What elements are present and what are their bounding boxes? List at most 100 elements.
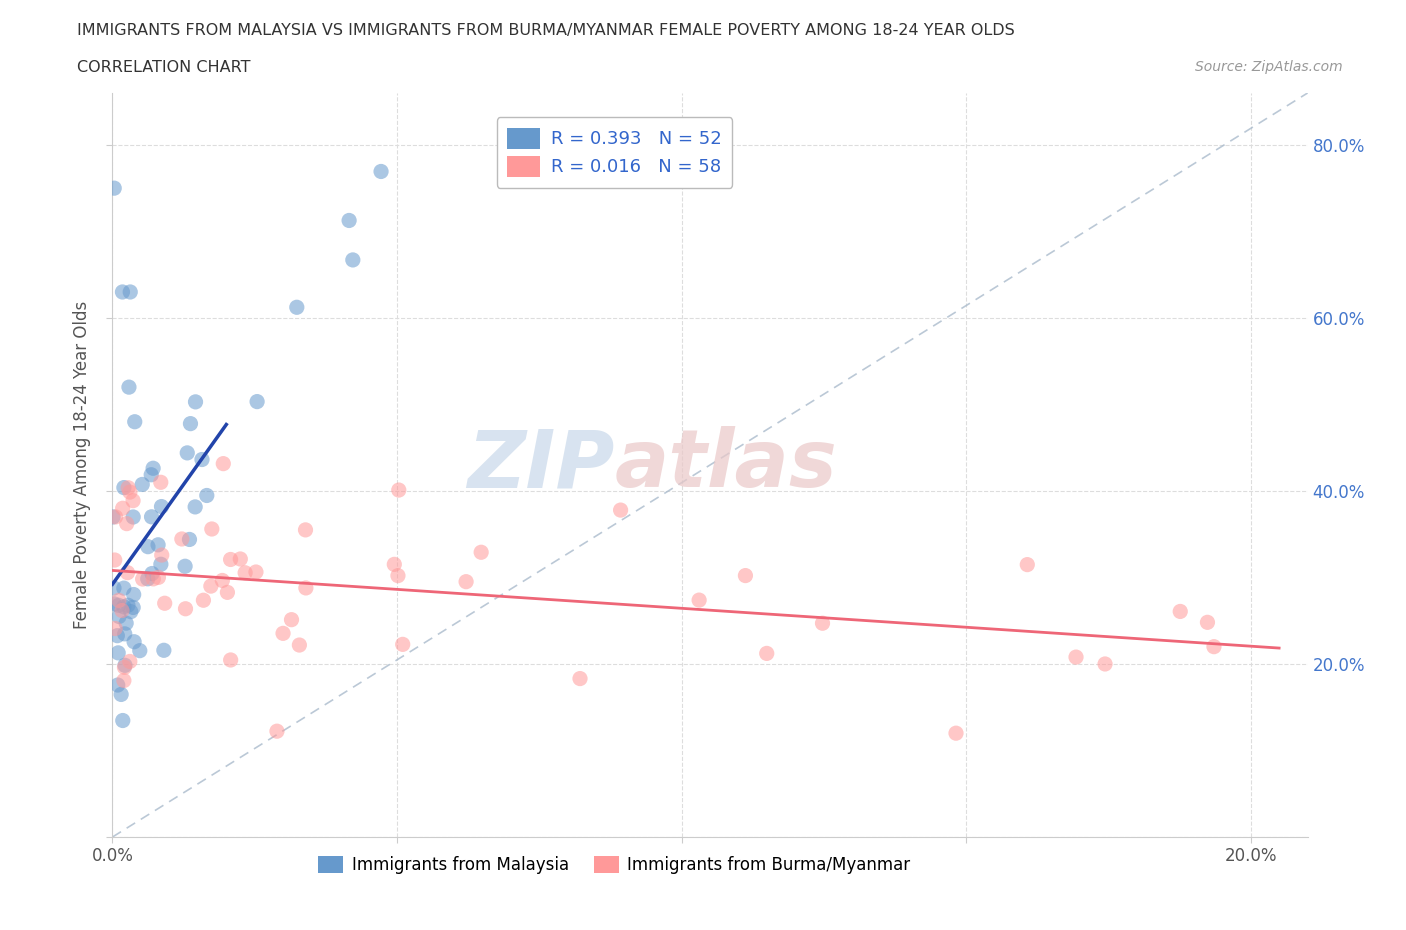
Point <box>111 285 134 299</box>
Point <box>1094 657 1116 671</box>
Point <box>195 488 218 503</box>
Point <box>122 600 145 615</box>
Point <box>388 483 411 498</box>
Point <box>112 599 135 614</box>
Point <box>174 559 197 574</box>
Point <box>104 621 127 636</box>
Point <box>136 539 159 554</box>
Point <box>142 460 165 475</box>
Point <box>122 510 145 525</box>
Text: atlas: atlas <box>614 426 837 504</box>
Point <box>128 644 150 658</box>
Point <box>288 638 311 653</box>
Point <box>105 629 128 644</box>
Point <box>108 609 131 624</box>
Point <box>149 475 172 490</box>
Point <box>118 654 141 669</box>
Point <box>122 493 145 508</box>
Point <box>120 285 142 299</box>
Point <box>1202 639 1225 654</box>
Point <box>179 532 201 547</box>
Point <box>117 565 139 580</box>
Point <box>107 598 129 613</box>
Point <box>200 578 222 593</box>
Point <box>176 445 198 460</box>
Point <box>142 571 165 586</box>
Point <box>285 299 308 314</box>
Point <box>112 580 135 595</box>
Point <box>233 565 256 580</box>
Point <box>103 596 125 611</box>
Point <box>370 164 392 179</box>
Point <box>391 637 413 652</box>
Point <box>114 660 136 675</box>
Point <box>382 557 405 572</box>
Point <box>184 499 207 514</box>
Point <box>184 394 207 409</box>
Point <box>271 626 294 641</box>
Text: CORRELATION CHART: CORRELATION CHART <box>77 60 250 75</box>
Point <box>103 580 125 595</box>
Point <box>117 598 139 613</box>
Text: IMMIGRANTS FROM MALAYSIA VS IMMIGRANTS FROM BURMA/MYANMAR FEMALE POVERTY AMONG 1: IMMIGRANTS FROM MALAYSIA VS IMMIGRANTS F… <box>77 23 1015 38</box>
Text: ZIP: ZIP <box>467 426 614 504</box>
Point <box>115 616 138 631</box>
Point <box>170 532 193 547</box>
Y-axis label: Female Poverty Among 18-24 Year Olds: Female Poverty Among 18-24 Year Olds <box>73 301 91 629</box>
Point <box>342 252 364 267</box>
Point <box>122 587 145 602</box>
Point <box>191 452 214 467</box>
Point <box>108 593 131 608</box>
Point <box>111 501 134 516</box>
Point <box>114 658 136 672</box>
Point <box>755 646 778 661</box>
Point <box>569 671 592 686</box>
Point <box>114 627 136 642</box>
Point <box>124 414 146 429</box>
Point <box>112 480 135 495</box>
Point <box>246 394 269 409</box>
Point <box>245 565 267 579</box>
Point <box>141 467 163 482</box>
Point <box>179 417 201 432</box>
Point <box>107 678 129 693</box>
Point <box>107 645 129 660</box>
Point <box>1168 604 1191 618</box>
Point <box>153 596 176 611</box>
Point <box>150 499 173 514</box>
Point <box>146 538 169 552</box>
Point <box>734 568 756 583</box>
Point <box>1064 650 1087 665</box>
Point <box>295 580 318 595</box>
Point <box>131 477 153 492</box>
Point <box>110 687 132 702</box>
Point <box>149 557 172 572</box>
Point <box>294 523 316 538</box>
Point <box>609 502 631 517</box>
Point <box>387 568 409 583</box>
Point <box>150 548 173 563</box>
Point <box>219 653 242 668</box>
Point <box>337 213 360 228</box>
Point <box>117 480 139 495</box>
Point <box>212 457 235 472</box>
Point <box>201 522 224 537</box>
Point <box>118 485 141 499</box>
Point <box>104 552 127 567</box>
Point <box>193 592 215 607</box>
Point <box>122 634 145 649</box>
Text: Source: ZipAtlas.com: Source: ZipAtlas.com <box>1195 60 1343 74</box>
Point <box>470 545 492 560</box>
Point <box>266 724 288 738</box>
Point <box>280 612 302 627</box>
Point <box>1197 615 1219 630</box>
Point <box>131 572 153 587</box>
Point <box>112 673 135 688</box>
Point <box>148 570 170 585</box>
Legend: Immigrants from Malaysia, Immigrants from Burma/Myanmar: Immigrants from Malaysia, Immigrants fro… <box>312 849 917 881</box>
Point <box>211 573 233 588</box>
Point <box>811 616 834 631</box>
Point <box>217 585 239 600</box>
Point <box>141 566 163 581</box>
Point <box>101 510 124 525</box>
